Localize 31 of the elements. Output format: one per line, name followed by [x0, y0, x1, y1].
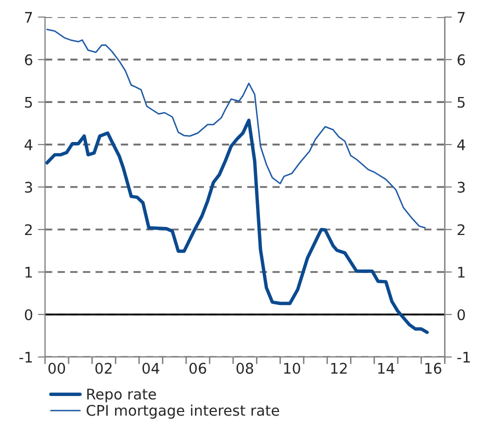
y-tick-label: 4 [24, 139, 32, 150]
y-tick-label: 6 [24, 54, 32, 66]
y-tick-label: 0 [24, 309, 32, 320]
y2-tick-label: -1 [457, 352, 470, 363]
y-tick-label: 2 [24, 224, 32, 236]
y-tick-label: 7 [25, 12, 32, 23]
y2-tick-label: 2 [458, 224, 464, 236]
y-tick-label: 3 [25, 182, 32, 193]
x-tick-label: 08 [236, 362, 254, 374]
y2-tick-label: 7 [458, 12, 465, 23]
y2-tick-label: 5 [458, 96, 465, 108]
y-tick-label: 1 [26, 266, 32, 278]
x-tick-label: 10 [284, 362, 300, 374]
y2-tick-label: 3 [458, 182, 465, 193]
legend-label: CPI mortgage interest rate [86, 404, 280, 419]
x-tick-label: 02 [95, 362, 112, 374]
x-tick-label: 04 [142, 362, 160, 374]
line-series [46, 28, 426, 229]
y-tick-label: -1 [19, 352, 32, 363]
y-tick-label: 5 [25, 96, 32, 108]
x-tick-label: 00 [48, 362, 66, 374]
x-tick-label: 12 [331, 362, 347, 374]
legend-label: Repo rate [87, 388, 156, 402]
x-tick-label: 14 [378, 362, 394, 374]
line-series [45, 118, 429, 334]
y2-tick-label: 0 [458, 309, 465, 320]
x-tick-label: 16 [425, 362, 442, 374]
y2-tick-label: 4 [457, 139, 466, 150]
x-tick-label: 06 [189, 362, 206, 374]
y2-tick-label: 1 [458, 266, 465, 278]
y2-tick-label: 6 [458, 54, 465, 66]
